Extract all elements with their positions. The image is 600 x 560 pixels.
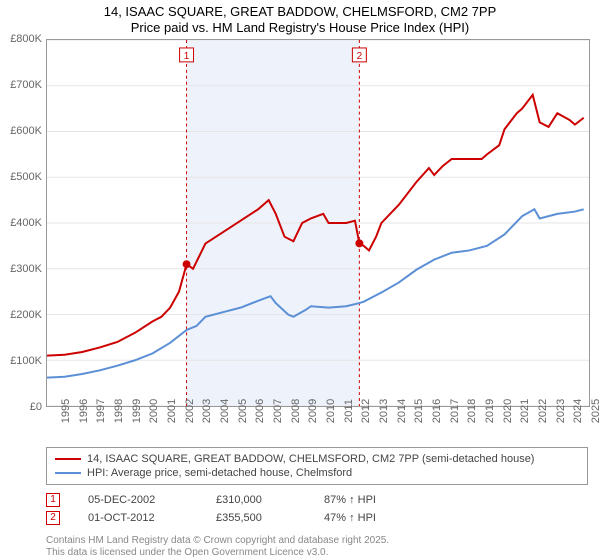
y-axis-label: £100K bbox=[10, 355, 42, 367]
sale-date-1: 05-DEC-2002 bbox=[88, 494, 188, 506]
sale-vs-hpi-1: 87% ↑ HPI bbox=[324, 494, 376, 506]
legend-swatch-2 bbox=[55, 472, 81, 474]
sale-row-2: 2 01-OCT-2012 £355,500 47% ↑ HPI bbox=[46, 509, 588, 527]
y-axis-label: £700K bbox=[10, 79, 42, 91]
y-axis-label: £200K bbox=[10, 309, 42, 321]
sale-price-2: £355,500 bbox=[216, 512, 296, 524]
y-axis-label: £500K bbox=[10, 171, 42, 183]
y-axis-label: £0 bbox=[30, 401, 42, 413]
legend: 14, ISAAC SQUARE, GREAT BADDOW, CHELMSFO… bbox=[46, 447, 588, 485]
footnote-line-2: This data is licensed under the Open Gov… bbox=[46, 547, 588, 560]
sale-date-2: 01-OCT-2012 bbox=[88, 512, 188, 524]
legend-label-2: HPI: Average price, semi-detached house,… bbox=[87, 467, 352, 479]
sale-marker-2: 2 bbox=[46, 511, 60, 525]
plot-svg: 12 bbox=[46, 39, 590, 407]
sale-price-1: £310,000 bbox=[216, 494, 296, 506]
title-line-1: 14, ISAAC SQUARE, GREAT BADDOW, CHELMSFO… bbox=[8, 4, 592, 20]
footnote: Contains HM Land Registry data © Crown c… bbox=[46, 535, 588, 560]
legend-label-1: 14, ISAAC SQUARE, GREAT BADDOW, CHELMSFO… bbox=[87, 453, 534, 465]
svg-text:1: 1 bbox=[184, 50, 190, 61]
sale-vs-hpi-2: 47% ↑ HPI bbox=[324, 512, 376, 524]
sale-row-1: 1 05-DEC-2002 £310,000 87% ↑ HPI bbox=[46, 491, 588, 509]
y-axis-label: £400K bbox=[10, 217, 42, 229]
sales-table: 1 05-DEC-2002 £310,000 87% ↑ HPI 2 01-OC… bbox=[46, 491, 588, 527]
svg-text:2: 2 bbox=[357, 50, 363, 61]
plot-area: 12 £0£100K£200K£300K£400K£500K£600K£700K… bbox=[46, 39, 590, 407]
y-axis-label: £300K bbox=[10, 263, 42, 275]
chart-title: 14, ISAAC SQUARE, GREAT BADDOW, CHELMSFO… bbox=[0, 0, 600, 39]
legend-swatch-1 bbox=[55, 458, 81, 460]
y-axis-label: £600K bbox=[10, 125, 42, 137]
x-axis-label: 2025 bbox=[576, 398, 600, 422]
footnote-line-1: Contains HM Land Registry data © Crown c… bbox=[46, 535, 588, 548]
legend-item-2: HPI: Average price, semi-detached house,… bbox=[55, 466, 579, 480]
title-line-2: Price paid vs. HM Land Registry's House … bbox=[8, 20, 592, 36]
chart-container: { "title_line1": "14, ISAAC SQUARE, GREA… bbox=[0, 0, 600, 560]
legend-item-1: 14, ISAAC SQUARE, GREAT BADDOW, CHELMSFO… bbox=[55, 452, 579, 466]
y-axis-label: £800K bbox=[10, 33, 42, 45]
sale-marker-1: 1 bbox=[46, 493, 60, 507]
